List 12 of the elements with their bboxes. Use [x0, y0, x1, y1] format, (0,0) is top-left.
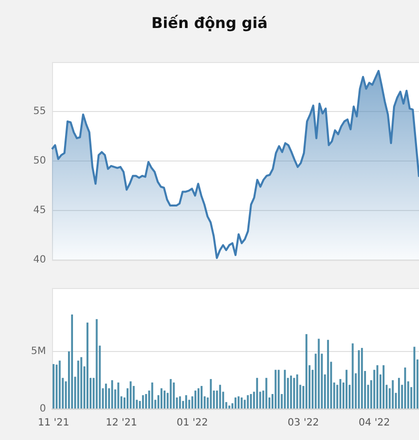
x-tick-label: 11 '21: [38, 418, 70, 429]
x-tick-label: 12 '21: [106, 418, 138, 429]
chart-title: Biến động giá: [150, 14, 269, 32]
y-tick-label: 0: [40, 404, 46, 415]
y-tick-label: 5M: [31, 346, 46, 357]
x-tick-label: 01 '22: [176, 418, 208, 429]
y-tick-label: 50: [33, 156, 46, 167]
x-tick-label: 03 '22: [288, 418, 320, 429]
x-tick-label: 04 '22: [358, 418, 390, 429]
y-tick-label: 40: [33, 254, 46, 266]
y-tick-label: 45: [33, 205, 46, 216]
y-tick-label: 55: [33, 106, 46, 118]
